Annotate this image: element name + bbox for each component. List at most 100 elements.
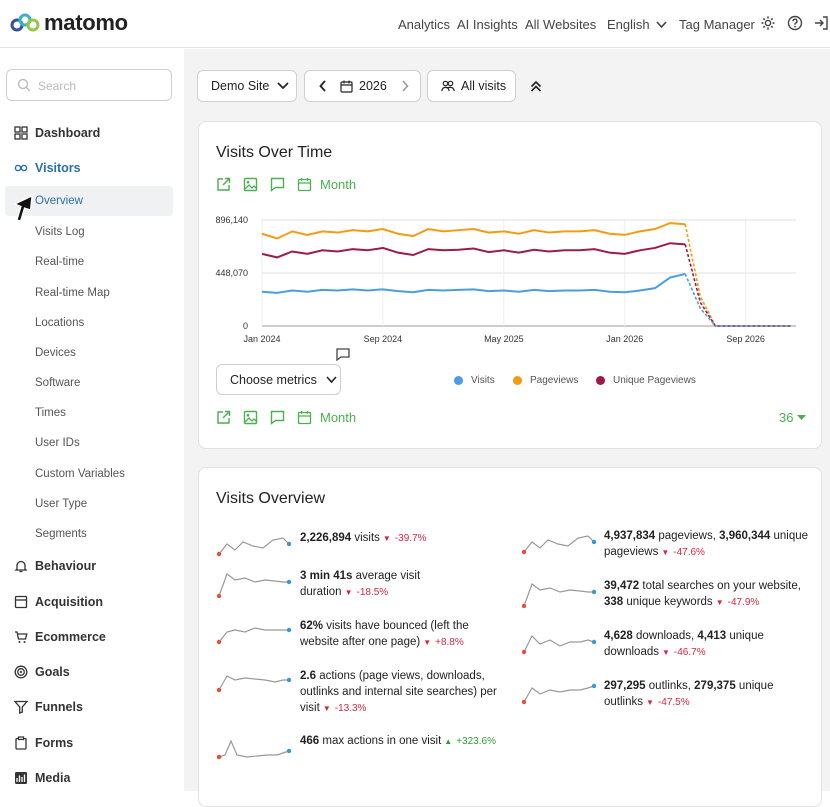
sparkline-last-dot: [286, 627, 291, 633]
sidebar-visitors[interactable]: Visitors: [14, 161, 81, 175]
sparkline-last-dot: [286, 579, 291, 585]
annotation-icon[interactable]: [270, 177, 285, 192]
sidebar-item-custom-variables[interactable]: Custom Variables: [35, 468, 125, 480]
nav-analytics[interactable]: Analytics: [398, 17, 451, 32]
sparkline[interactable]: [217, 620, 291, 648]
sidebar-dashboard[interactable]: Dashboard: [14, 126, 100, 140]
sidebar-goals[interactable]: Goals: [14, 665, 70, 679]
sparkline-min-dot: [217, 687, 222, 693]
metric-change: +323.6%: [456, 736, 496, 747]
sparkline[interactable]: [522, 630, 596, 658]
calendar-icon[interactable]: [297, 410, 312, 425]
sidebar-behaviour[interactable]: Behaviour: [14, 559, 96, 573]
visits-overview-title: Visits Overview: [216, 490, 326, 507]
logout-icon[interactable]: [812, 14, 830, 32]
sparkline[interactable]: [217, 532, 291, 560]
nav-ai-insights[interactable]: AI Insights: [457, 17, 518, 32]
annotation-marker-icon[interactable]: [336, 348, 350, 361]
sparkline-path: [218, 675, 289, 691]
sparkline[interactable]: [522, 580, 596, 608]
metric-value: 62%: [300, 620, 324, 632]
sidebar-acquisition[interactable]: Acquisition: [14, 595, 103, 609]
bell-icon: [14, 560, 28, 573]
metric-label: actions (page views, downloads, outlinks…: [300, 670, 497, 714]
sidebar-item-software[interactable]: Software: [35, 377, 81, 389]
sparkline[interactable]: [217, 735, 291, 763]
x-tick-label: Jan 2024: [243, 334, 280, 344]
series-line-pageviews: [261, 222, 686, 240]
site-selector[interactable]: Demo Site: [197, 70, 297, 102]
sidebar-forms[interactable]: Forms: [14, 736, 73, 750]
series-line-visits: [261, 272, 686, 294]
export-icon[interactable]: [216, 410, 231, 425]
choose-metrics-button[interactable]: Choose metrics: [216, 364, 341, 395]
trend-down-icon: ▼: [661, 548, 670, 557]
search-placeholder: Search: [38, 79, 77, 93]
visits-over-time-title: Visits Over Time: [216, 144, 333, 161]
legend-visits-label: Visits: [471, 375, 495, 386]
metric-change: -47.5%: [657, 697, 690, 708]
chevron-right-icon[interactable]: [401, 80, 409, 92]
legend-pageviews[interactable]: Pageviews: [513, 375, 578, 386]
nav-all-websites[interactable]: All Websites: [525, 17, 597, 32]
chevron-down-icon: [277, 82, 289, 90]
limit-selector[interactable]: 36: [779, 410, 807, 425]
search-input[interactable]: Search: [6, 69, 172, 101]
export-icon[interactable]: [216, 177, 231, 192]
help-icon[interactable]: [786, 14, 804, 32]
sidebar-ecommerce[interactable]: Ecommerce: [14, 630, 106, 644]
metric-label: pageviews,: [655, 530, 720, 542]
y-tick-label: 896,140: [215, 215, 248, 225]
period-selector[interactable]: 2026: [304, 70, 421, 102]
site-selector-label: Demo Site: [211, 79, 270, 93]
sidebar-media[interactable]: Media: [14, 771, 70, 785]
metric-change: -46.7%: [673, 647, 706, 658]
sparkline[interactable]: [217, 670, 291, 698]
metric-label: unique downloads: [604, 630, 764, 658]
sidebar-funnels-label: Funnels: [35, 700, 83, 714]
sidebar-funnels[interactable]: Funnels: [14, 700, 83, 714]
nav-language[interactable]: English: [607, 17, 667, 32]
cart-icon: [15, 631, 28, 643]
metric-label: average visit duration: [300, 570, 421, 598]
sparkline-min-dot: [522, 549, 527, 555]
metric-item: 297,295 outlinks, 279,375 unique outlink…: [604, 678, 814, 711]
sidebar-item-user-ids[interactable]: User IDs: [35, 437, 80, 449]
sidebar-item-segments[interactable]: Segments: [35, 528, 87, 540]
sidebar-item-overview[interactable]: Overview: [5, 186, 173, 216]
calendar-icon[interactable]: [297, 177, 312, 192]
trend-down-icon: ▼: [382, 534, 391, 543]
nav-tag-manager[interactable]: Tag Manager: [679, 17, 755, 32]
sidebar-dashboard-label: Dashboard: [35, 126, 101, 140]
chevron-left-icon[interactable]: [319, 80, 327, 92]
legend-dot: [596, 376, 605, 385]
sparkline[interactable]: [522, 680, 596, 708]
legend-unique-pageviews[interactable]: Unique Pageviews: [596, 375, 696, 386]
target-icon: [14, 665, 28, 679]
collapse-icon[interactable]: [530, 80, 542, 93]
sparkline[interactable]: [522, 530, 596, 558]
period-month-button[interactable]: Month: [320, 410, 357, 425]
segment-selector[interactable]: All visits: [427, 70, 516, 102]
chevron-down-icon: [326, 375, 337, 383]
sidebar-item-real-time[interactable]: Real-time: [35, 256, 85, 268]
legend-visits[interactable]: Visits: [454, 375, 495, 386]
choose-metrics-label: Choose metrics: [230, 372, 317, 387]
annotation-icon[interactable]: [270, 410, 285, 425]
sparkline[interactable]: [217, 570, 291, 598]
sidebar-item-real-time-map[interactable]: Real-time Map: [35, 287, 110, 299]
sidebar-item-times[interactable]: Times: [35, 407, 66, 419]
sparkline-min-dot: [217, 593, 222, 598]
image-icon[interactable]: [243, 177, 258, 192]
sidebar-item-devices[interactable]: Devices: [35, 347, 76, 359]
sidebar-item-locations[interactable]: Locations: [35, 317, 85, 329]
period-month-button[interactable]: Month: [320, 177, 357, 192]
gear-icon[interactable]: [759, 14, 777, 32]
matomo-logo[interactable]: matomo: [10, 10, 128, 36]
sparkline-path: [523, 583, 594, 607]
sidebar-visitors-label: Visitors: [35, 161, 81, 175]
sidebar-item-user-type[interactable]: User Type: [35, 498, 88, 510]
image-icon[interactable]: [243, 410, 258, 425]
sidebar-item-visits-log[interactable]: Visits Log: [35, 226, 85, 238]
metric-item: 2,226,894 visits ▼ -39.7%: [300, 530, 510, 547]
